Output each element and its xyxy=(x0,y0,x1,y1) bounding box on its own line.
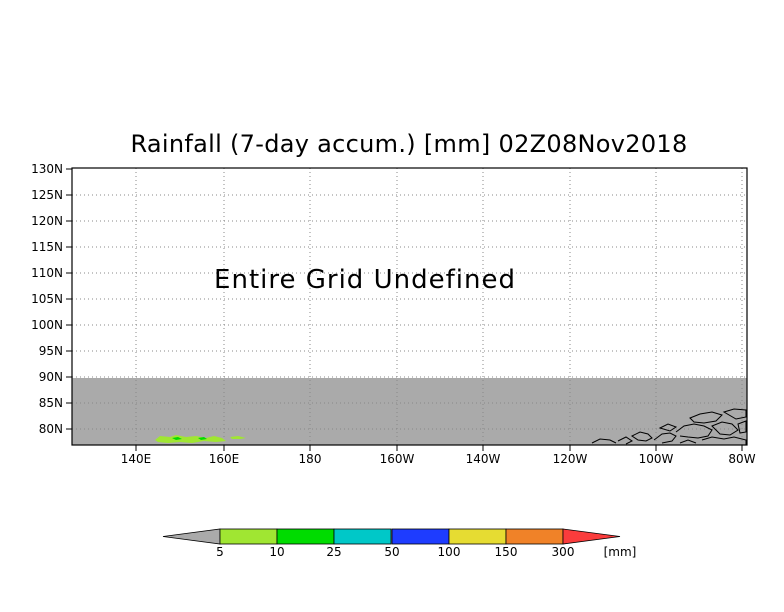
grid-lines xyxy=(72,168,747,445)
chart-title: Rainfall (7-day accum.) [mm] 02Z08Nov201… xyxy=(130,130,688,158)
lat-label: 80N xyxy=(39,422,63,436)
colorbar-segment xyxy=(505,528,564,545)
colorbar-tick-label: 25 xyxy=(326,545,341,559)
undefined-region xyxy=(72,378,747,445)
colorbar-tick-label: 100 xyxy=(438,545,461,559)
colorbar-segment xyxy=(448,528,507,545)
colorbar-tick-label: 150 xyxy=(495,545,518,559)
colorbar-segment xyxy=(391,528,450,545)
lat-label: 120N xyxy=(31,214,63,228)
lat-label: 110N xyxy=(31,266,63,280)
lon-label: 100W xyxy=(639,452,674,466)
undefined-message: Entire Grid Undefined xyxy=(214,265,516,295)
lat-label: 105N xyxy=(31,292,63,306)
rain-patch xyxy=(155,435,226,443)
lon-label: 80W xyxy=(728,452,755,466)
colorbar-segment xyxy=(333,528,392,545)
lat-label: 90N xyxy=(39,370,63,384)
coastlines xyxy=(591,408,747,445)
colorbar-tick-label: 50 xyxy=(384,545,399,559)
lon-label: 120W xyxy=(553,452,588,466)
colorbar: 5 10 25 50 100 150 300 xyxy=(162,528,621,559)
colorbar-tick-label: 300 xyxy=(552,545,575,559)
colorbar-segment xyxy=(219,528,278,545)
lon-label: 140E xyxy=(121,452,152,466)
lon-label: 180 xyxy=(299,452,322,466)
rain-patch xyxy=(230,436,246,439)
rain-patch xyxy=(172,437,182,440)
rainfall-patches xyxy=(155,435,246,443)
lat-label: 125N xyxy=(31,188,63,202)
lat-label: 85N xyxy=(39,396,63,410)
colorbar-above-triangle xyxy=(562,528,621,545)
lon-label: 140W xyxy=(466,452,501,466)
colorbar-tick-label: 5 xyxy=(216,545,224,559)
colorbar-below-triangle xyxy=(162,528,221,545)
map-frame xyxy=(71,167,748,446)
lat-label: 95N xyxy=(39,344,63,358)
colorbar-unit: [mm] xyxy=(604,545,637,559)
longitude-labels: 140E 160E 180 160W 140W 120W 100W 80W xyxy=(121,445,756,466)
lon-label: 160E xyxy=(209,452,240,466)
lat-label: 115N xyxy=(31,240,63,254)
colorbar-segment xyxy=(276,528,335,545)
lat-label: 100N xyxy=(31,318,63,332)
rain-patch xyxy=(198,437,207,440)
colorbar-tick-label: 10 xyxy=(269,545,284,559)
lon-label: 160W xyxy=(380,452,415,466)
latitude-labels: 130N 125N 120N 115N 110N 105N 100N 95N 90N 85N 80N xyxy=(31,162,72,436)
lat-label: 130N xyxy=(31,162,63,176)
